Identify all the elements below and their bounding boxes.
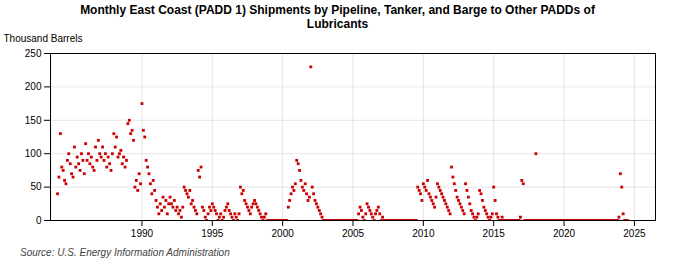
html-text:Source: U.S. Energy Informatio: Source: U.S. Energy Information Administ…: [20, 247, 230, 258]
svg-text:2020: 2020: [553, 228, 576, 239]
svg-text:200: 200: [25, 81, 42, 92]
svg-text:2005: 2005: [342, 228, 365, 239]
svg-text:Thousand Barrels: Thousand Barrels: [4, 33, 83, 44]
svg-text:100: 100: [25, 148, 42, 159]
html-text:Monthly East Coast (PADD 1) Sh: Monthly East Coast (PADD 1) Shipments by…: [80, 3, 595, 31]
svg-text:2010: 2010: [412, 228, 435, 239]
svg-text:150: 150: [25, 115, 42, 126]
svg-text:2025: 2025: [623, 228, 646, 239]
svg-text:1990: 1990: [131, 228, 154, 239]
svg-text:2000: 2000: [272, 228, 295, 239]
svg-text:0: 0: [36, 215, 42, 226]
svg-text:50: 50: [30, 181, 42, 192]
svg-text:2015: 2015: [483, 228, 506, 239]
svg-text:250: 250: [25, 48, 42, 59]
svg-text:1995: 1995: [201, 228, 224, 239]
